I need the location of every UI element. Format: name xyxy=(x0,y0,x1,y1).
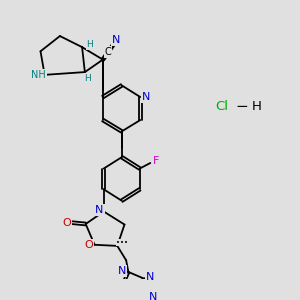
Text: N: N xyxy=(146,272,154,282)
Text: N: N xyxy=(118,266,127,276)
Text: Cl: Cl xyxy=(216,100,229,113)
Text: N: N xyxy=(142,92,151,102)
Text: •••: ••• xyxy=(116,240,128,246)
Text: N: N xyxy=(95,205,104,215)
Text: O: O xyxy=(84,240,93,250)
Text: H: H xyxy=(86,40,93,49)
Text: N: N xyxy=(112,35,120,45)
Text: H: H xyxy=(84,74,91,83)
Text: H: H xyxy=(252,100,262,113)
Text: NH: NH xyxy=(31,70,46,80)
Text: O: O xyxy=(62,218,71,228)
Text: F: F xyxy=(153,156,159,166)
Text: −: − xyxy=(235,99,248,114)
Text: C: C xyxy=(105,47,112,57)
Text: N: N xyxy=(149,292,158,300)
